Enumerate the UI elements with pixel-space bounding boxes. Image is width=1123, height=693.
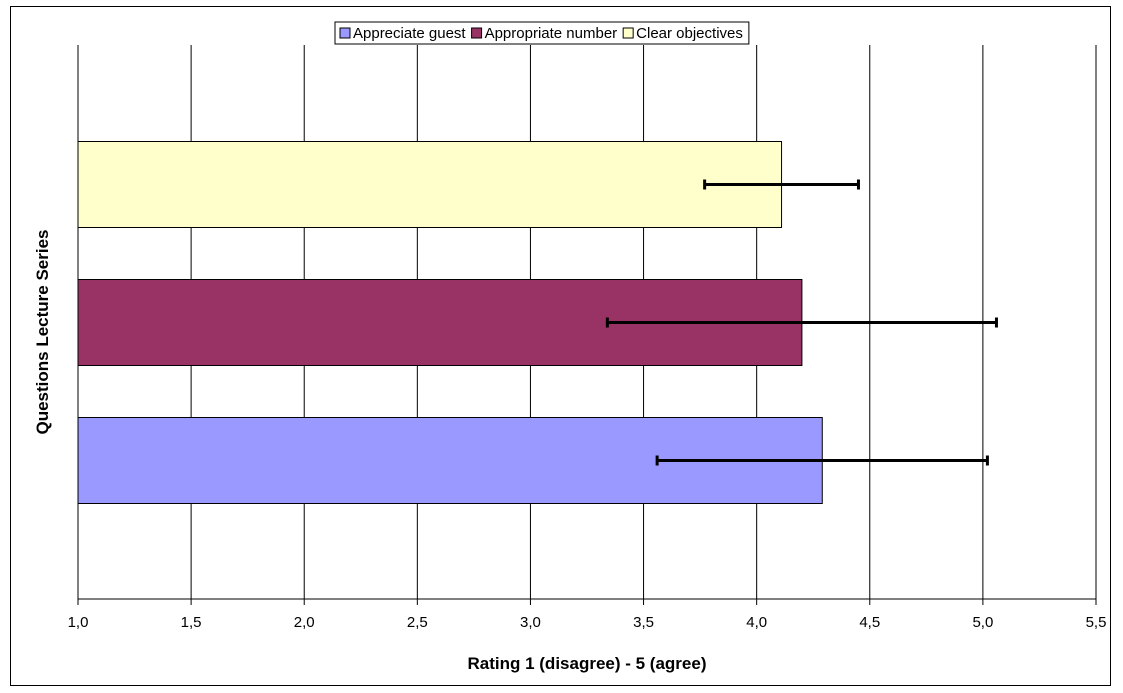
legend: Appreciate guest Appropriate number Clear …	[334, 21, 750, 45]
bar-clear-objectives	[77, 141, 783, 228]
x-tick-label: 1,5	[181, 614, 202, 631]
x-tick-label: 1,0	[68, 614, 89, 631]
legend-label: Appropriate number	[485, 25, 618, 42]
x-tick-label: 3,0	[520, 614, 541, 631]
x-tick-label: 4,5	[859, 614, 880, 631]
legend-swatch	[339, 27, 351, 39]
error-bars	[605, 179, 998, 466]
x-tick-label: 5,0	[972, 614, 993, 631]
legend-swatch	[471, 27, 483, 39]
legend-label: Clear objectives	[636, 25, 743, 42]
x-axis-title: Rating 1 (disagree) - 5 (agree)	[467, 654, 706, 673]
x-tick-labels: 1,0 1,5 2,0 2,5 3,0 3,5 4,0 4,5 5,0 5,5	[68, 599, 1107, 631]
x-tick-label: 4,0	[746, 614, 767, 631]
y-axis-title: Questions Lecture Series	[33, 229, 52, 434]
x-tick-label: 2,0	[294, 614, 315, 631]
legend-swatch	[622, 27, 634, 39]
legend-label: Appreciate guest	[353, 25, 466, 42]
legend-box	[334, 21, 750, 45]
x-tick-label: 3,5	[633, 614, 654, 631]
x-tick-label: 5,5	[1086, 614, 1107, 631]
x-tick-label: 2,5	[407, 614, 428, 631]
